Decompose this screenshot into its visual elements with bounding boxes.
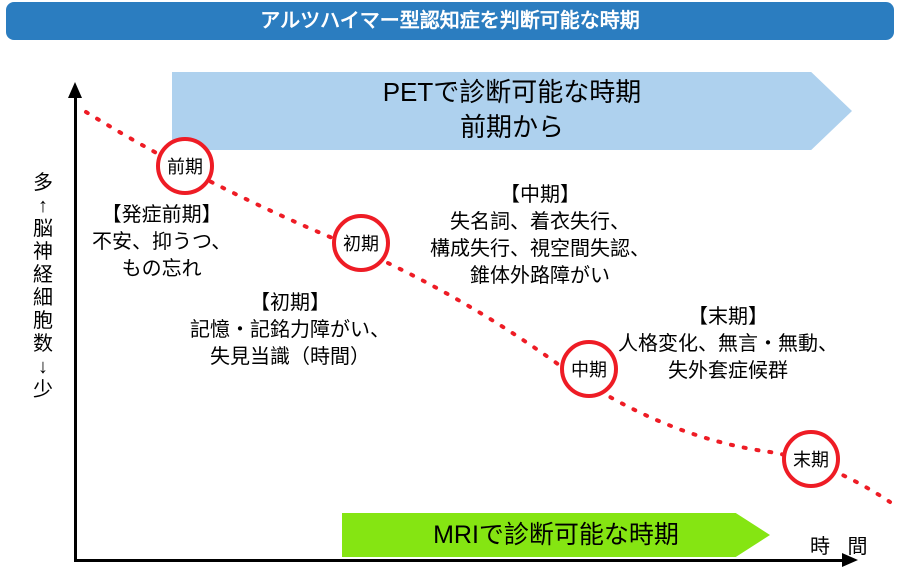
- desc-zenki: 【発症前期】 不安、抑うつ、 もの忘れ: [92, 202, 231, 283]
- desc-heading: 【中期】: [500, 184, 580, 206]
- desc-body: 失外套症候群: [668, 360, 788, 382]
- stage-marker-shoki: 初期: [332, 214, 390, 272]
- y-axis: [74, 92, 77, 562]
- desc-body: 記憶・記銘力障がい、: [190, 319, 390, 341]
- desc-body: 失見当識（時間）: [210, 346, 370, 368]
- mri-banner: MRIで診断可能な時期: [342, 513, 770, 557]
- desc-heading: 【発症前期】: [102, 204, 222, 226]
- stage-marker-makki: 末期: [782, 430, 840, 488]
- desc-makki: 【末期】 人格変化、無言・無動、 失外套症候群: [618, 304, 838, 385]
- x-axis-label: 時 間: [810, 530, 874, 559]
- pet-banner: PETで診断可能な時期 前期から: [172, 72, 852, 150]
- stage-marker-zenki: 前期: [156, 137, 214, 195]
- desc-heading: 【初期】: [250, 292, 330, 314]
- desc-body: 構成失行、視空間失認、: [430, 238, 650, 260]
- stage-label: 前期: [167, 153, 203, 179]
- desc-body: 不安、抑うつ、: [92, 231, 231, 253]
- desc-body: 失名詞、着衣失行、: [450, 211, 630, 233]
- stage-label: 初期: [343, 230, 379, 256]
- stage-label: 中期: [571, 356, 607, 382]
- pet-banner-line2: 前期から: [460, 112, 564, 142]
- desc-body: 錐体外路障がい: [470, 265, 610, 287]
- y-axis-label: 多↑脳神経細胞数↓少: [32, 172, 54, 402]
- desc-heading: 【末期】: [688, 306, 768, 328]
- chart-area: PETで診断可能な時期 前期から 多↑脳神経細胞数↓少 時 間 前期 初期 中期…: [0, 42, 900, 576]
- pet-banner-line1: PETで診断可能な時期: [383, 77, 642, 107]
- x-axis: [74, 559, 844, 562]
- desc-body: もの忘れ: [122, 258, 202, 280]
- title-bar: アルツハイマー型認知症を判断可能な時期: [6, 2, 894, 40]
- desc-body: 人格変化、無言・無動、: [618, 333, 838, 355]
- desc-chuki: 【中期】 失名詞、着衣失行、 構成失行、視空間失認、 錐体外路障がい: [430, 182, 650, 290]
- stage-marker-chuki: 中期: [560, 340, 618, 398]
- y-axis-arrow-icon: [68, 82, 82, 98]
- desc-shoki: 【初期】 記憶・記銘力障がい、 失見当識（時間）: [190, 290, 390, 371]
- stage-label: 末期: [793, 446, 829, 472]
